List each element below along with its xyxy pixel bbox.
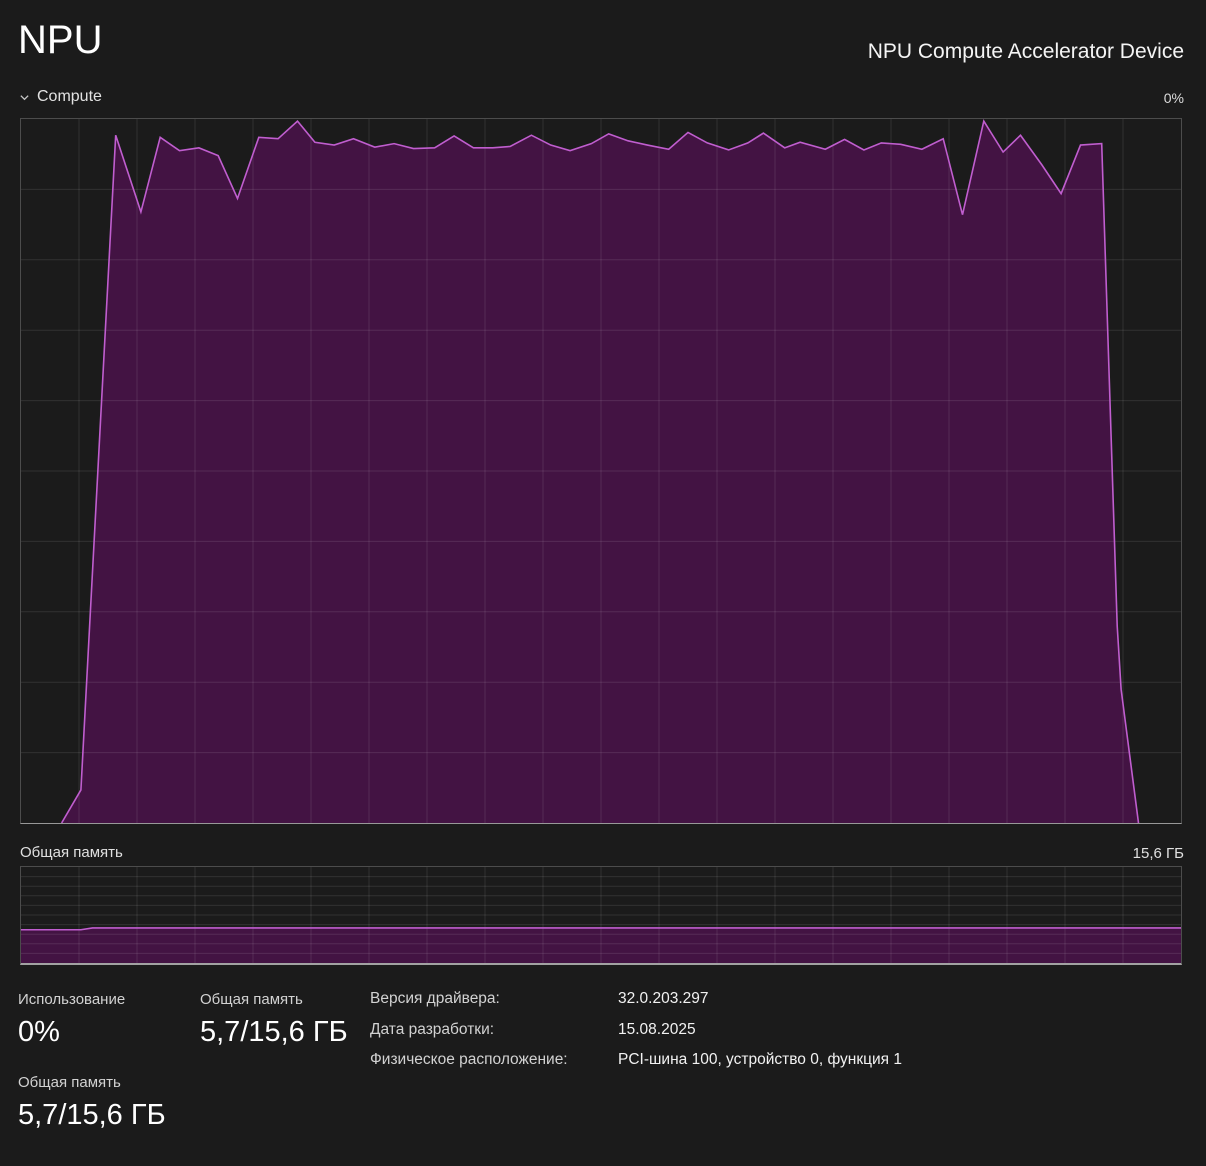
- stat-usage-label: Использование: [18, 991, 126, 1008]
- device-name: NPU Compute Accelerator Device: [867, 40, 1184, 63]
- detail-driver-version-label: Версия драйвера:: [370, 990, 500, 1007]
- stat-shared-memory-left-label: Общая память: [18, 1074, 121, 1091]
- compute-section-toggle[interactable]: Compute: [18, 88, 102, 106]
- memory-chart-canvas: [21, 867, 1181, 963]
- device-details: Версия драйвера: 32.0.203.297 Дата разра…: [370, 990, 902, 1082]
- chevron-down-icon: [18, 91, 30, 103]
- stat-shared-memory-left: Общая память 5,7/15,6 ГБ: [18, 1073, 166, 1133]
- detail-driver-version: Версия драйвера: 32.0.203.297: [370, 990, 902, 1021]
- detail-driver-date: Дата разработки: 15.08.2025: [370, 1021, 902, 1052]
- detail-physical-location-value: PCI-шина 100, устройство 0, функция 1: [618, 1051, 902, 1068]
- stat-usage: Использование 0%: [18, 990, 125, 1050]
- shared-memory-max-label: 15,6 ГБ: [1132, 845, 1184, 862]
- stat-shared-memory-mid-label: Общая память: [200, 991, 303, 1008]
- stat-shared-memory-mid-value: 5,7/15,6 ГБ: [200, 1016, 348, 1048]
- shared-memory-chart[interactable]: [20, 866, 1182, 965]
- stat-shared-memory-mid: Общая память 5,7/15,6 ГБ: [200, 990, 348, 1050]
- shared-memory-label: Общая память: [20, 844, 123, 861]
- detail-driver-date-label: Дата разработки:: [370, 1020, 495, 1038]
- detail-driver-version-value: 32.0.203.297: [618, 990, 709, 1007]
- page-title: NPU: [18, 18, 103, 62]
- compute-current-value: 0%: [1163, 90, 1184, 106]
- detail-driver-date-value: 15.08.2025: [618, 1020, 696, 1038]
- stat-usage-value: 0%: [18, 1016, 60, 1048]
- compute-utilization-chart[interactable]: [20, 118, 1182, 824]
- detail-physical-location: Физическое расположение: PCI-шина 100, у…: [370, 1051, 902, 1082]
- stat-shared-memory-left-value: 5,7/15,6 ГБ: [18, 1099, 166, 1131]
- compute-chart-canvas: [21, 119, 1181, 823]
- detail-physical-location-label: Физическое расположение:: [370, 1051, 568, 1068]
- compute-section-label: Compute: [37, 88, 102, 105]
